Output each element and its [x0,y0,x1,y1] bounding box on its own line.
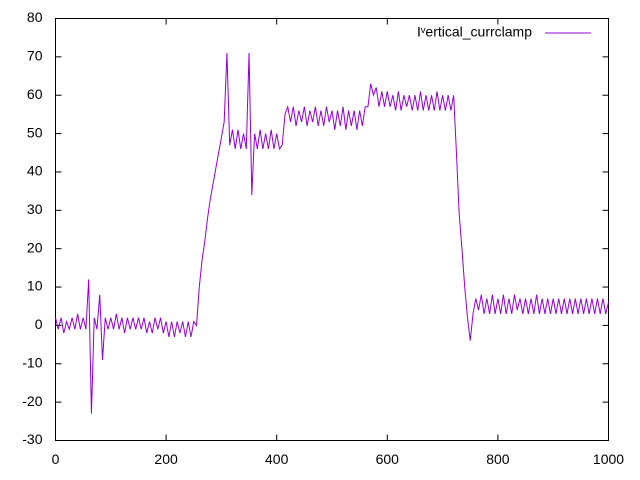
y-tick-label: 40 [27,163,43,179]
x-tick-label: 200 [154,451,178,467]
y-tick-label: 10 [27,278,43,294]
y-tick-label: -10 [22,354,42,370]
x-tick-label: 400 [265,451,289,467]
plot-border [55,18,609,441]
y-tick-label: 20 [27,239,43,255]
x-tick-label: 0 [52,451,60,467]
data-line [55,53,609,414]
y-tick-label: 30 [27,201,43,217]
y-tick-label: 50 [27,124,43,140]
y-tick-label: 60 [27,86,43,102]
x-tick-label: 800 [486,451,510,467]
legend-label: Iᵛertical_currclamp [417,24,532,40]
y-tick-label: 0 [35,316,43,332]
y-tick-label: 80 [27,9,43,25]
y-tick-label: -20 [22,393,42,409]
y-tick-label: 70 [27,48,43,64]
y-tick-label: -30 [22,431,42,447]
x-tick-label: 1000 [593,451,624,467]
x-tick-label: 600 [376,451,400,467]
